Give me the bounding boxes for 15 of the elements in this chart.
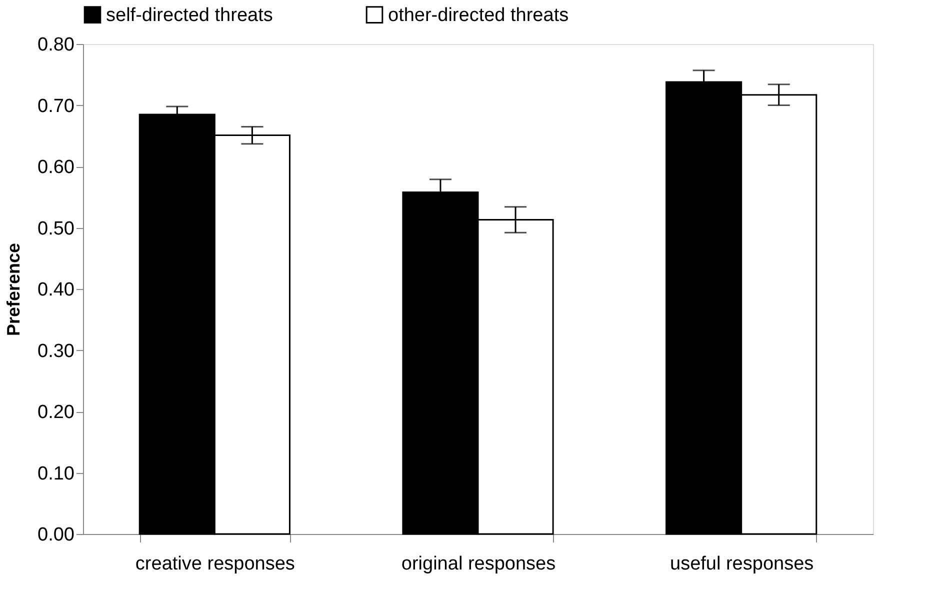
x-tick-label: creative responses xyxy=(135,554,295,574)
y-tick-label: 0.00 xyxy=(38,524,74,546)
x-tick-label: original responses xyxy=(401,554,556,574)
legend-label: self-directed threats xyxy=(106,4,273,26)
y-tick-label: 0.70 xyxy=(38,96,74,117)
x-tick-label: useful responses xyxy=(670,554,814,574)
y-tick-label: 0.50 xyxy=(38,218,74,240)
y-tick-label: 0.80 xyxy=(38,34,74,56)
y-axis-title: Preference xyxy=(4,242,24,336)
y-tick-label: 0.30 xyxy=(38,340,74,362)
y-tick-label: 0.40 xyxy=(38,280,74,300)
y-tick-label: 0.60 xyxy=(38,157,74,178)
y-tick-label: 0.20 xyxy=(38,402,74,423)
legend-label: other-directed threats xyxy=(388,4,569,26)
y-tick-label: 0.10 xyxy=(38,463,74,484)
